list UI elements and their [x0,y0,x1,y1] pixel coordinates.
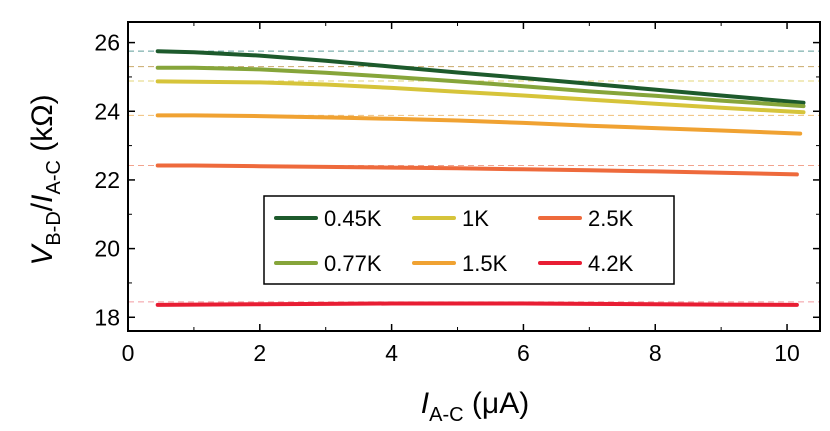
series-line-1 [155,65,806,109]
series-line-4 [155,163,799,177]
y-tick-label: 18 [94,304,120,330]
legend-box [263,195,675,285]
legend-label: 0.77K [324,251,382,276]
legend: 0.45K 0.77K 1K 1.5K 2.5K 4.2K [263,195,675,285]
legend-label: 2.5K [588,206,634,231]
y-tick-label: 24 [94,98,120,124]
series-line-3 [155,113,803,136]
x-axis-label: IA-C (μA) [421,387,529,426]
x-tick-label: 10 [774,340,800,366]
x-tick-label: 6 [517,340,530,366]
y-tick-label: 26 [94,30,120,56]
series-lines [155,49,806,307]
y-axis: 18 20 22 24 26 [94,30,820,330]
y-tick-label: 20 [94,236,120,262]
x-tick-label: 2 [253,340,266,366]
x-tick-label: 4 [385,340,398,366]
series-line-0 [155,49,806,105]
plot-frame [127,21,821,332]
legend-label: 1.5K [462,251,508,276]
legend-label: 1K [462,206,489,231]
legend-label: 4.2K [588,251,634,276]
y-axis-label: VB-D/IA-C (kΩ) [26,94,65,265]
y-tick-label: 22 [94,167,120,193]
x-tick-label: 0 [122,340,135,366]
series-line-2 [155,79,806,115]
x-axis: 0 2 4 6 8 10 [122,22,800,366]
legend-label: 0.45K [324,206,382,231]
x-tick-label: 8 [649,340,662,366]
series-line-5 [155,301,799,307]
